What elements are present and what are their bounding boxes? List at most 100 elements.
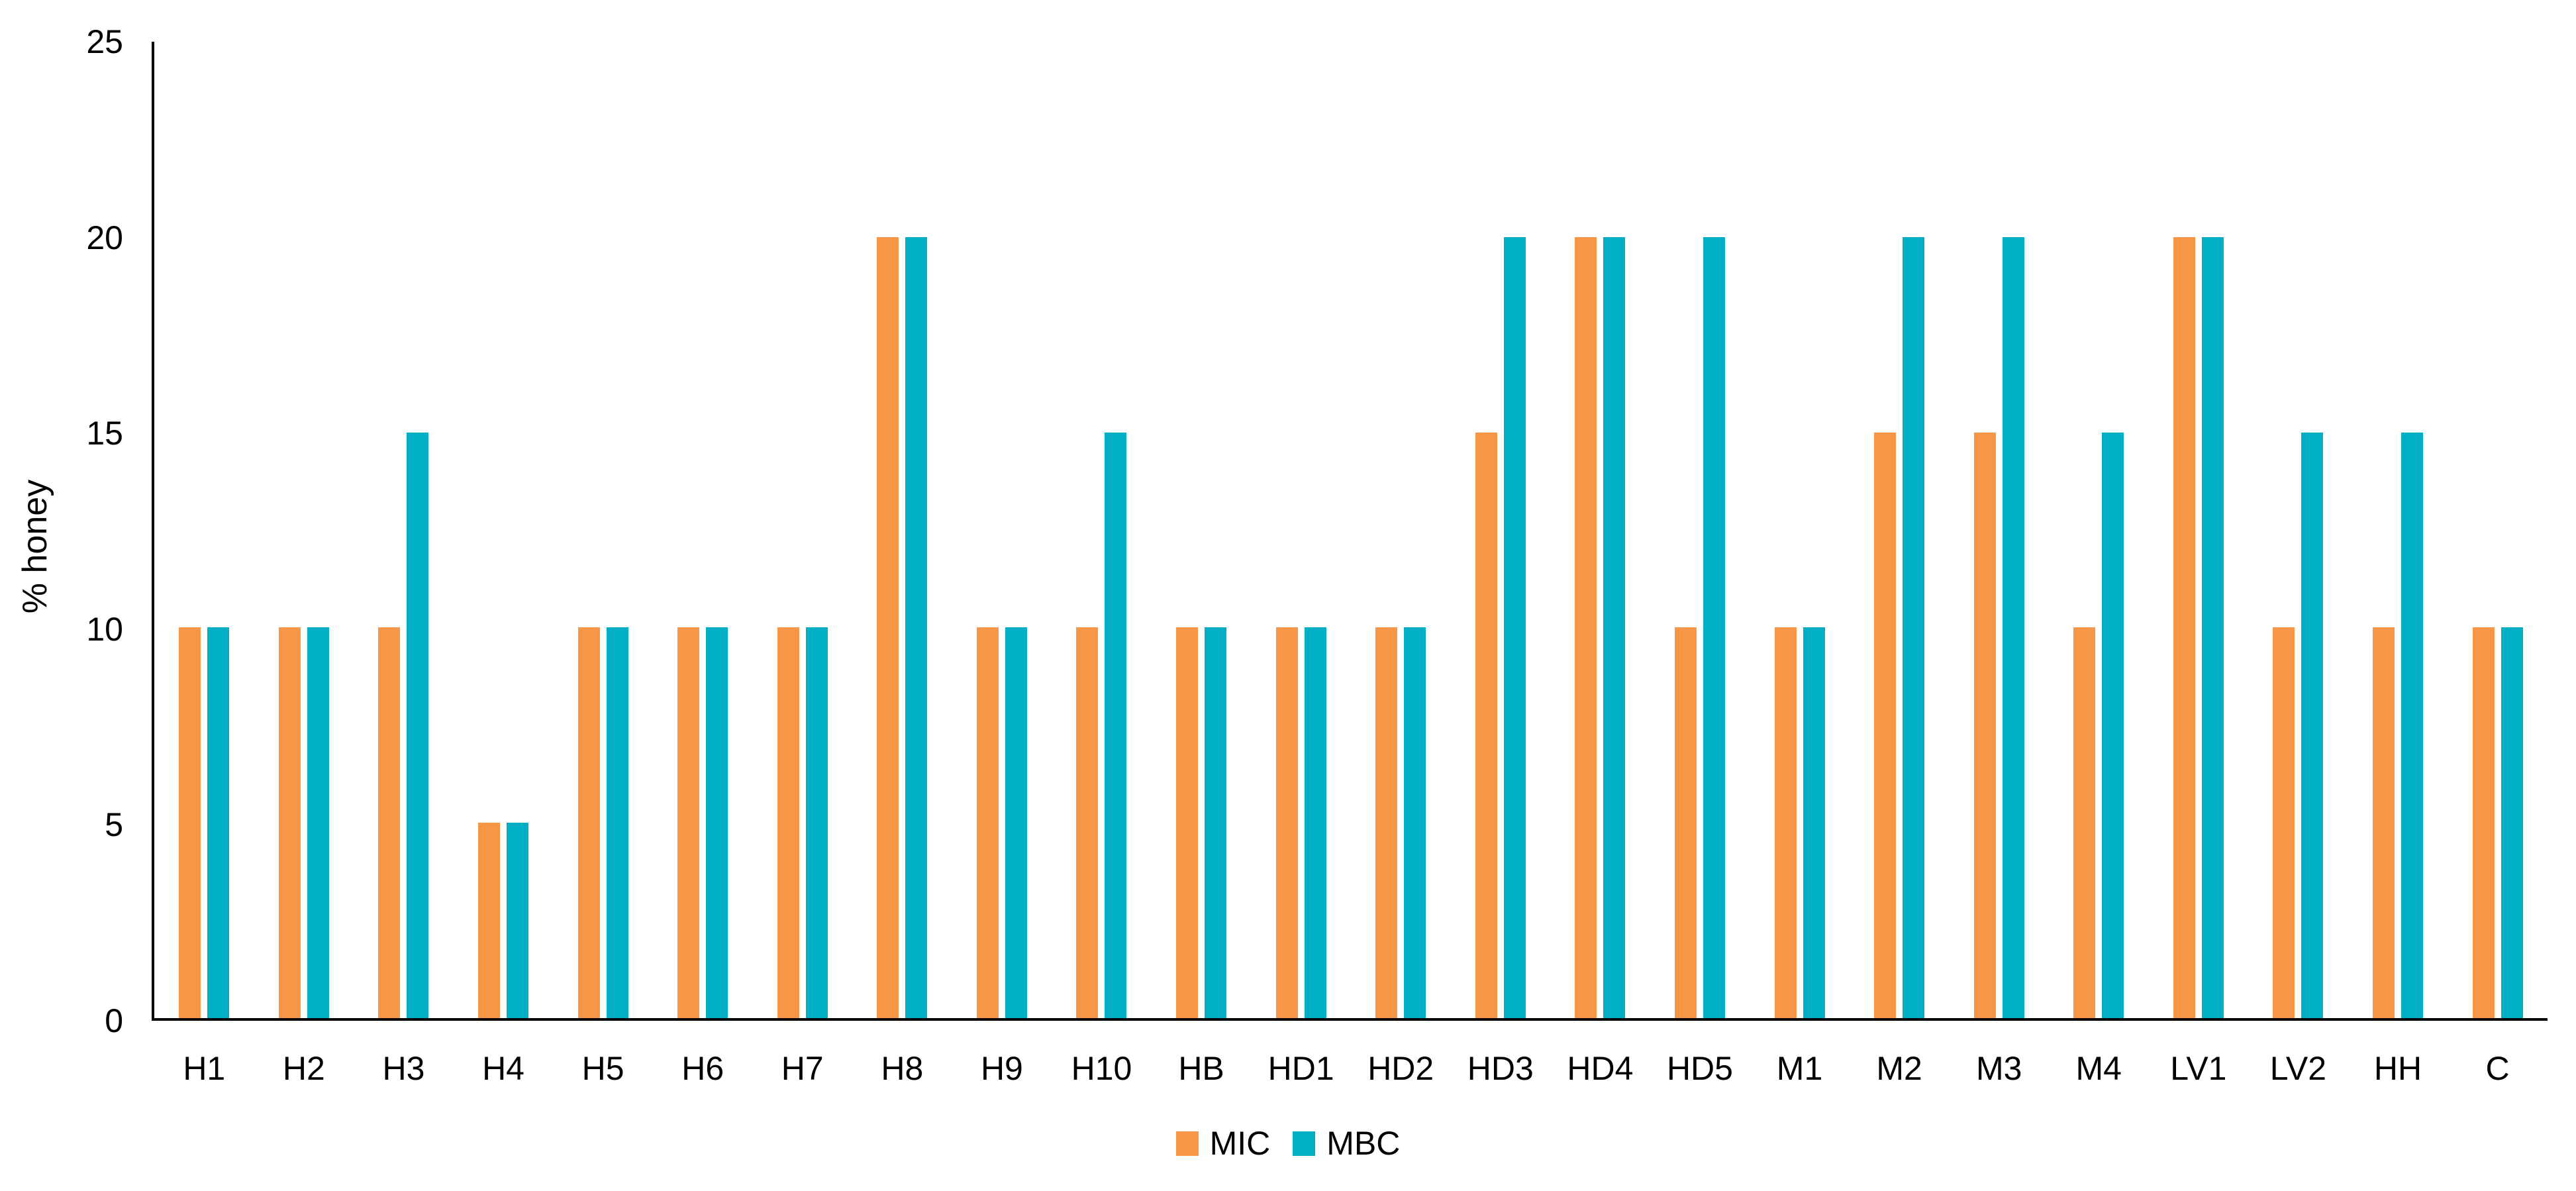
bar-group-h8	[852, 42, 952, 1018]
bar-group-lv2	[2248, 42, 2348, 1018]
x-axis-label-h8: H8	[881, 1050, 924, 1087]
x-axis-label-m2: M2	[1876, 1050, 1922, 1087]
x-axis-label-h6: H6	[681, 1050, 724, 1087]
bar-mbc-h3	[407, 433, 429, 1018]
legend-swatch-mic	[1175, 1131, 1199, 1156]
bar-group-hh	[2348, 42, 2448, 1018]
bar-mbc-hb	[1205, 627, 1227, 1018]
bar-mbc-hd5	[1703, 237, 1725, 1018]
x-axis-label-h5: H5	[581, 1050, 624, 1087]
bar-group-m1	[1750, 42, 1850, 1018]
y-axis-tick-label: 15	[86, 415, 123, 452]
bar-group-lv1	[2149, 42, 2249, 1018]
bar-mbc-h7	[805, 627, 828, 1018]
bar-group-h5	[553, 42, 653, 1018]
bar-group-h4	[454, 42, 554, 1018]
bar-mic-h8	[877, 237, 899, 1018]
bar-group-m4	[2049, 42, 2149, 1018]
y-axis-tick-label: 25	[86, 23, 123, 60]
bar-group-hd4	[1550, 42, 1650, 1018]
plot-area	[152, 42, 2548, 1021]
x-axis-label-lv1: LV1	[2170, 1050, 2227, 1087]
bar-mbc-h6	[706, 627, 728, 1018]
bar-group-h9	[952, 42, 1052, 1018]
bar-mbc-m3	[2002, 237, 2024, 1018]
bar-group-h6	[653, 42, 753, 1018]
bar-mbc-m4	[2102, 433, 2124, 1018]
x-axis-label-m4: M4	[2075, 1050, 2122, 1087]
bar-mbc-h8	[905, 237, 928, 1018]
bar-group-hd3	[1451, 42, 1551, 1018]
x-axis-label-hb: HB	[1178, 1050, 1224, 1087]
y-axis-tick-label: 5	[105, 806, 123, 844]
x-axis-label-lv2: LV2	[2269, 1050, 2327, 1087]
bar-group-hd5	[1650, 42, 1750, 1018]
bar-mic-hh	[2373, 627, 2395, 1018]
bar-mic-c	[2472, 627, 2495, 1018]
bar-mbc-h1	[207, 627, 230, 1018]
bar-mic-h6	[677, 627, 700, 1018]
bar-mic-lv2	[2273, 627, 2295, 1018]
legend-item-mbc: MBC	[1293, 1125, 1400, 1162]
y-axis-tick-label: 10	[86, 610, 123, 648]
bar-group-h10	[1052, 42, 1152, 1018]
bar-mbc-h4	[507, 823, 529, 1018]
bar-mbc-m1	[1803, 627, 1825, 1018]
bar-mic-h10	[1076, 627, 1099, 1018]
legend-label-mbc: MBC	[1326, 1125, 1401, 1162]
bar-mbc-hd1	[1304, 627, 1326, 1018]
bar-mbc-hd3	[1503, 237, 1526, 1018]
x-axis-label-m1: M1	[1776, 1050, 1823, 1087]
x-axis-label-h7: H7	[781, 1050, 824, 1087]
bar-mic-h3	[378, 627, 401, 1018]
x-axis-label-c: C	[2485, 1050, 2510, 1087]
bar-group-c	[2448, 42, 2548, 1018]
bar-mic-m4	[2073, 627, 2096, 1018]
bar-mic-h1	[179, 627, 201, 1018]
x-axis-label-hd2: HD2	[1367, 1050, 1434, 1087]
bar-mic-h2	[278, 627, 301, 1018]
bar-mic-hd4	[1575, 237, 1597, 1018]
bar-group-h7	[752, 42, 852, 1018]
bar-mic-hd1	[1275, 627, 1298, 1018]
legend-swatch-mbc	[1293, 1131, 1316, 1156]
bar-mic-hb	[1176, 627, 1199, 1018]
bar-group-hb	[1152, 42, 1252, 1018]
x-axis-label-h1: H1	[183, 1050, 226, 1087]
x-axis-label-h9: H9	[980, 1050, 1023, 1087]
bar-mic-hd3	[1475, 433, 1497, 1018]
x-axis-label-h3: H3	[382, 1050, 425, 1087]
x-axis-label-hh: HH	[2373, 1050, 2422, 1087]
x-axis-label-h2: H2	[282, 1050, 325, 1087]
bar-mbc-m2	[1903, 237, 1925, 1018]
bar-group-m3	[1949, 42, 2049, 1018]
x-axis-label-m3: M3	[1975, 1050, 2022, 1087]
bar-mic-h9	[976, 627, 999, 1018]
y-axis-tick-label: 0	[105, 1002, 123, 1039]
bar-mic-m2	[1874, 433, 1897, 1018]
x-axis-label-hd1: HD1	[1267, 1050, 1334, 1087]
bar-mic-lv1	[2173, 237, 2195, 1018]
x-axis-label-hd5: HD5	[1666, 1050, 1733, 1087]
bar-mic-h4	[478, 823, 501, 1018]
bar-mbc-h5	[606, 627, 628, 1018]
x-axis-label-hd4: HD4	[1567, 1050, 1634, 1087]
legend-item-mic: MIC	[1175, 1125, 1270, 1162]
bar-mbc-h10	[1105, 433, 1127, 1018]
bar-mbc-lv2	[2301, 433, 2324, 1018]
bar-group-hd2	[1351, 42, 1451, 1018]
x-axis-label-h10: H10	[1071, 1050, 1132, 1087]
bar-mbc-lv1	[2201, 237, 2224, 1018]
bar-group-m2	[1850, 42, 1950, 1018]
bar-mbc-hd4	[1603, 237, 1626, 1018]
bar-mbc-h9	[1005, 627, 1027, 1018]
bar-group-h1	[154, 42, 254, 1018]
bar-mbc-h2	[307, 627, 329, 1018]
x-axis-label-h4: H4	[482, 1050, 524, 1087]
bar-group-hd1	[1251, 42, 1351, 1018]
x-axis-label-hd3: HD3	[1467, 1050, 1534, 1087]
legend: MIC MBC	[0, 1125, 2576, 1162]
bar-mic-m1	[1774, 627, 1797, 1018]
bar-mic-hd2	[1375, 627, 1398, 1018]
